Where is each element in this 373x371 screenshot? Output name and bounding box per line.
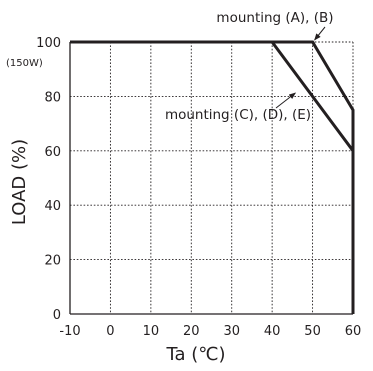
y-tick-label: 0 [53,308,61,323]
y-tick-label: 40 [44,199,61,214]
y-tick-label: 20 [44,254,61,269]
x-tick-labels: -10 0 10 20 30 40 50 60 [59,324,361,339]
annotation-mounting-cde: mounting (C), (D), (E) [165,107,311,123]
series-line-mounting-ab [70,40,355,314]
annotations: mounting (A), (B) mounting (C), (D), (E) [165,10,334,123]
y-tick-labels: 0 20 40 60 80 100 [36,36,61,323]
x-tick-label: -10 [59,324,80,339]
series-line-mounting-cde [70,40,355,314]
x-tick-label: 10 [143,324,160,339]
y-tick-label: 100 [36,36,61,51]
y-tick-label: 60 [44,145,61,160]
annotation-arrow-mounting-cde [275,92,296,109]
x-tick-label: 0 [106,324,114,339]
y-tick-label: 80 [44,90,61,105]
x-tick-label: 20 [183,324,200,339]
x-tick-label: 50 [304,324,321,339]
y-tick-100-note: (150W) [6,58,43,69]
annotation-arrow-mounting-ab [314,26,326,41]
x-tick-label: 60 [345,324,362,339]
series-lines [70,40,355,314]
x-axis-title: Ta (℃) [165,344,225,365]
grid-lines [70,41,354,314]
annotation-mounting-ab: mounting (A), (B) [216,10,333,26]
x-tick-label: 40 [264,324,281,339]
x-tick-label: 30 [223,324,240,339]
y-axis-title: LOAD (%) [9,139,30,225]
plot-frame [69,42,353,315]
